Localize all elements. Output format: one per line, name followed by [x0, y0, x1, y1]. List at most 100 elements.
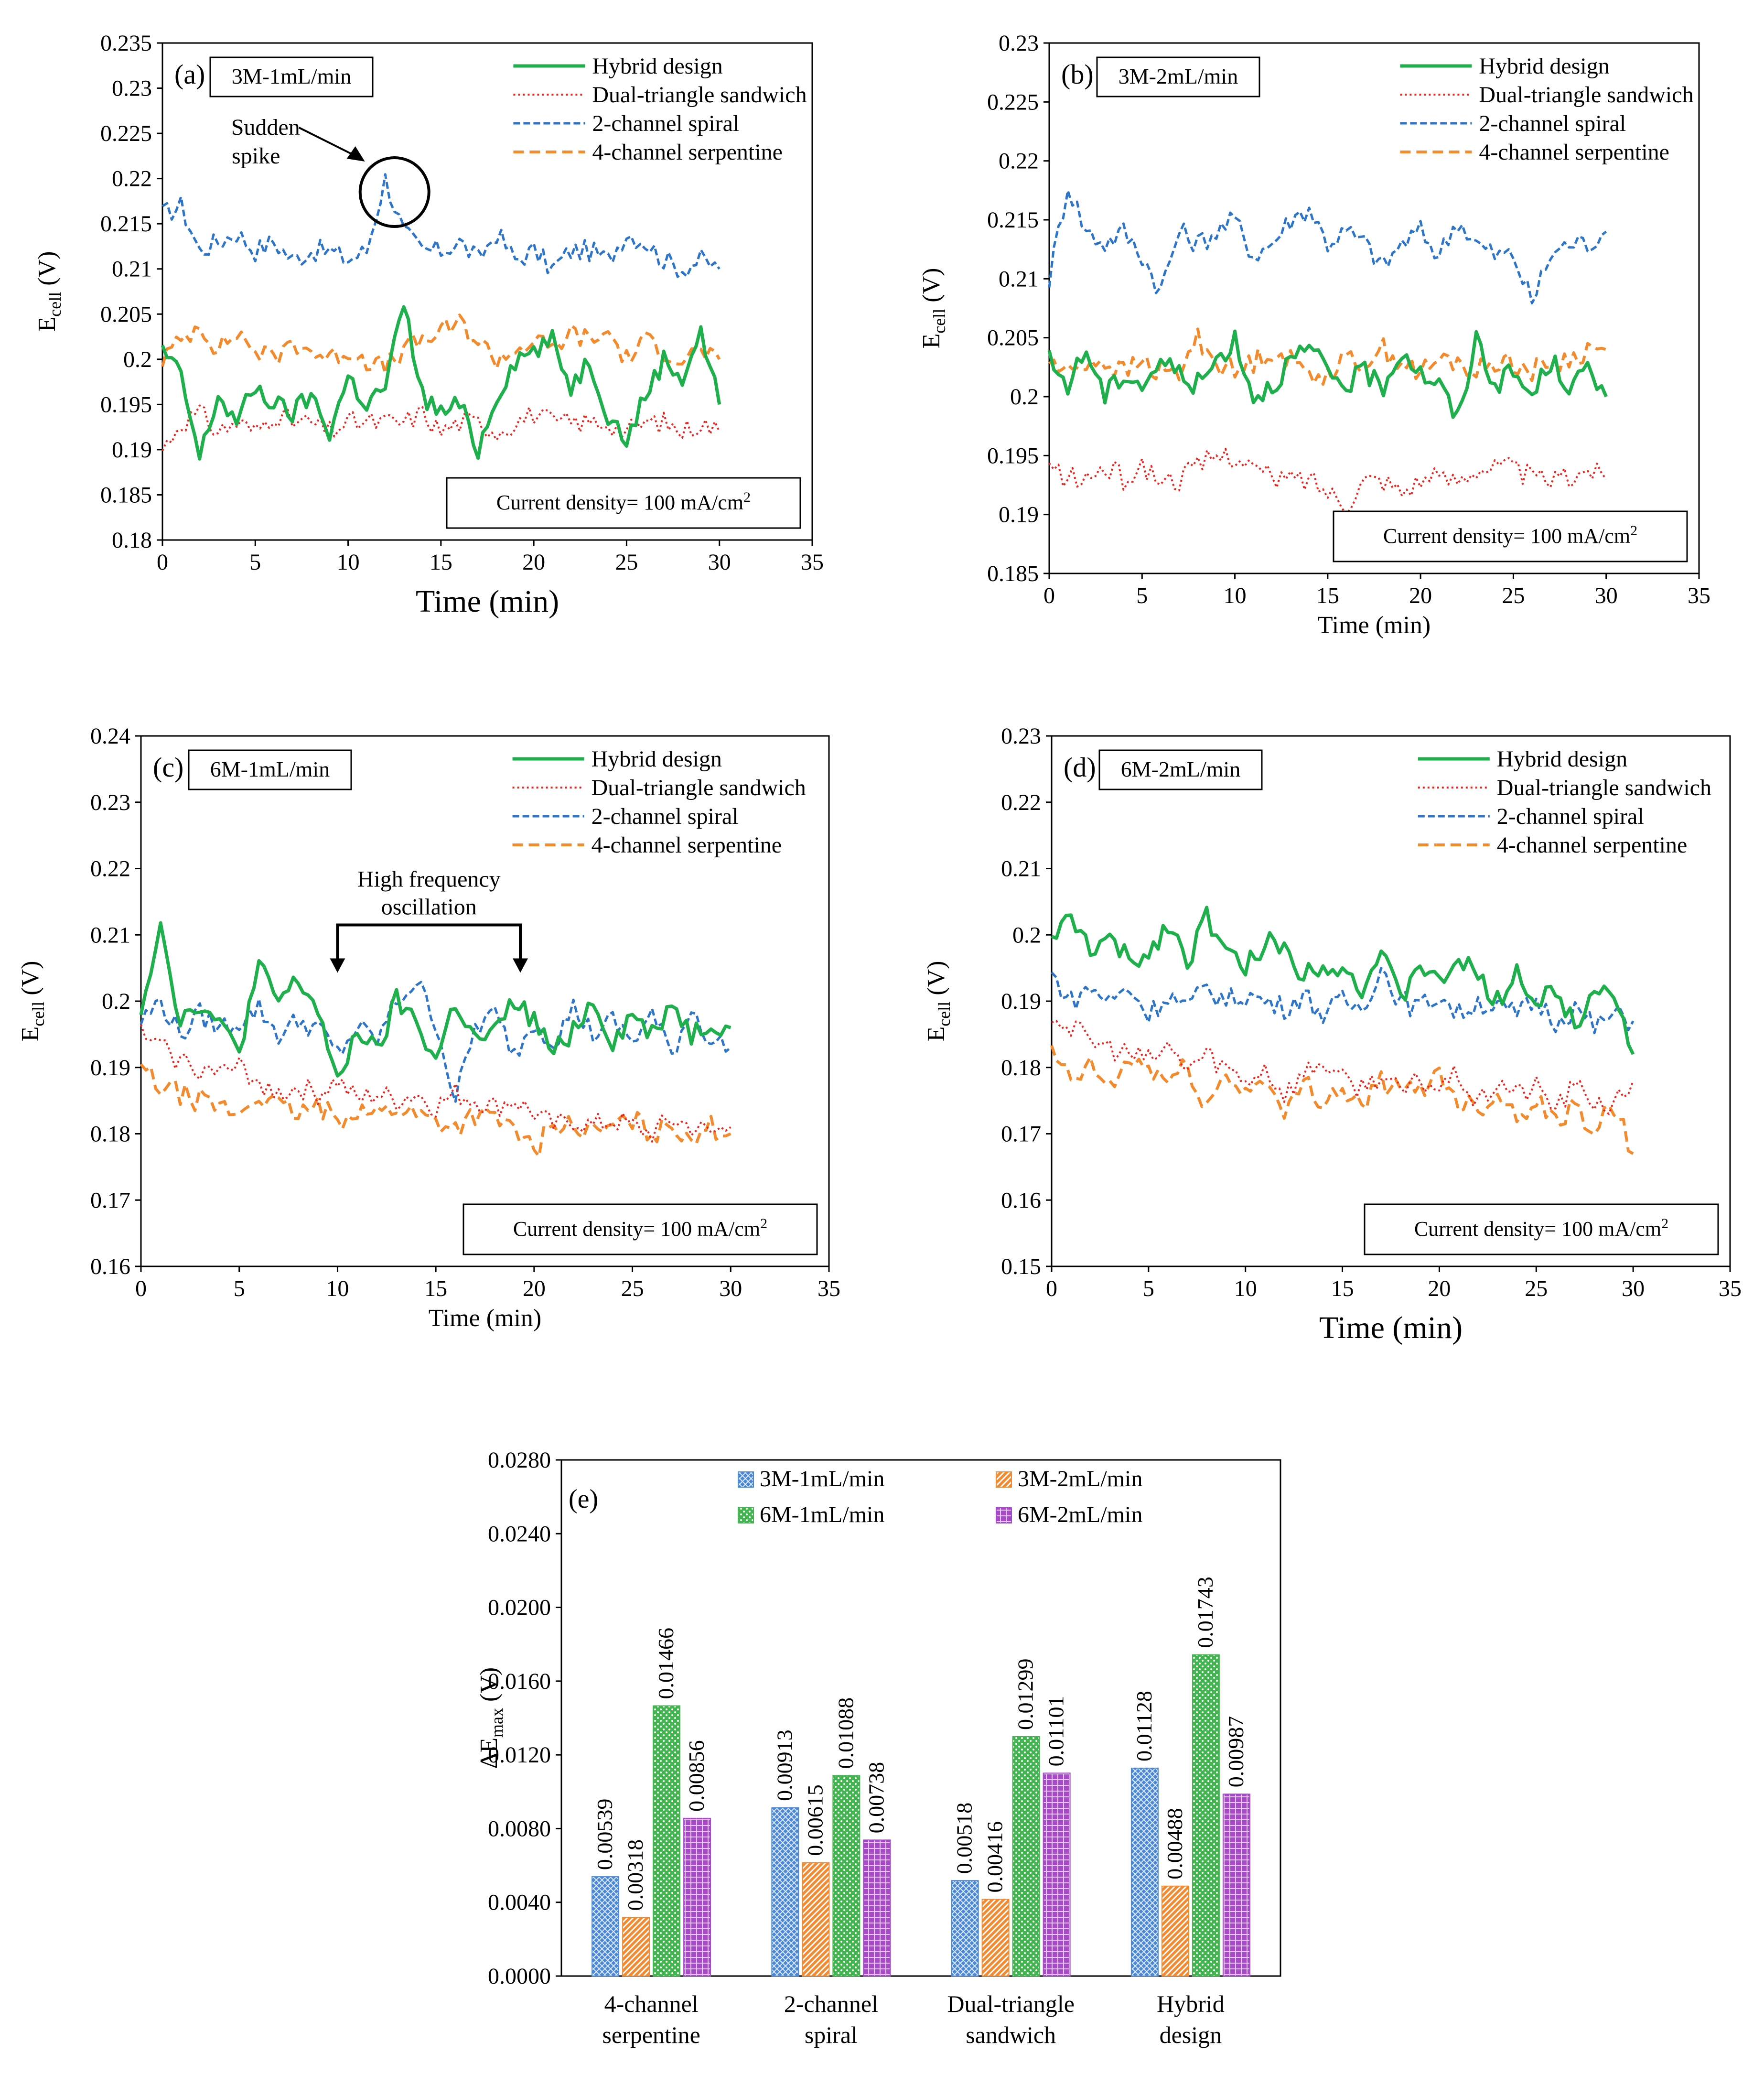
- y-axis-label: Ecell (V): [918, 268, 949, 349]
- series-line-dts: [140, 1024, 731, 1143]
- legend-label-b4: 6M-2mL/min: [1018, 1502, 1142, 1527]
- y-tick-label: 0.18: [112, 528, 152, 553]
- x-tick-label: 25: [615, 550, 638, 575]
- current-density-box: [463, 1203, 818, 1255]
- panel-label: (c): [153, 752, 183, 783]
- y-tick-label: 0.205: [100, 302, 152, 327]
- series-line-hyb: [161, 305, 721, 461]
- y-tick-label: 0.16: [90, 1254, 130, 1279]
- series-line-spi: [161, 173, 721, 278]
- bar-b3: [832, 1775, 860, 1977]
- y-tick-label: 0.0280: [488, 1448, 551, 1473]
- x-tick-label: 20: [523, 1276, 546, 1301]
- x-tick-label: 15: [424, 1276, 447, 1301]
- bar-b1: [1130, 1767, 1159, 1977]
- legend-swatch-b1: [738, 1471, 754, 1488]
- legend-label-ser: 4-channel serpentine: [592, 140, 782, 165]
- bracket-arrow-right: [513, 958, 528, 973]
- x-tick-label: 10: [1234, 1276, 1257, 1301]
- y-tick-label: 0.0120: [488, 1742, 551, 1768]
- annotation-arrow-head: [346, 146, 365, 162]
- annotation-text-line1: High frequency: [357, 866, 501, 892]
- x-tick-label: 35: [1688, 583, 1710, 608]
- bar-value-label: 0.00913: [772, 1729, 796, 1801]
- category-label-line2: serpentine: [602, 2021, 700, 2048]
- legend-label-ser: 4-channel serpentine: [1497, 832, 1687, 858]
- y-axis-label: Ecell (V): [17, 961, 48, 1042]
- y-tick-label: 0.0240: [488, 1521, 551, 1546]
- bar-b2: [622, 1917, 650, 1977]
- legend-label-spi: 2-channel spiral: [1479, 111, 1626, 136]
- condition-label: 3M-2mL/min: [1119, 64, 1238, 88]
- x-tick-label: 5: [1143, 1276, 1154, 1301]
- y-tick-label: 0.19: [90, 1055, 130, 1080]
- legend-label-dts: Dual-triangle sandwich: [592, 775, 806, 800]
- bar-b2: [802, 1862, 830, 1977]
- condition-box: [1096, 56, 1260, 97]
- current-density-box: [1333, 510, 1688, 562]
- y-tick-label: 0.0200: [488, 1595, 551, 1620]
- current-density-box: [446, 477, 801, 529]
- bar-b1: [951, 1880, 979, 1977]
- annotation-text-line1: Sudden: [231, 115, 300, 140]
- category-label-line1: 2-channel: [784, 1990, 878, 2017]
- x-tick-label: 5: [1136, 583, 1148, 608]
- x-tick-label: 5: [234, 1276, 245, 1301]
- legend-label-b2: 3M-2mL/min: [1018, 1466, 1142, 1491]
- y-tick-label: 0.0040: [488, 1890, 551, 1915]
- y-tick-label: 0.0080: [488, 1816, 551, 1841]
- x-tick-label: 20: [1428, 1276, 1451, 1301]
- y-axis-label: ΔEmax (V): [475, 1667, 506, 1769]
- bar-b2: [1161, 1885, 1189, 1977]
- bar-b4: [1043, 1772, 1071, 1977]
- bar-b3: [1012, 1736, 1040, 1977]
- y-tick-label: 0.0000: [488, 1964, 551, 1989]
- series-line-hyb: [139, 921, 731, 1078]
- x-tick-label: 35: [817, 1276, 840, 1301]
- x-tick-label: 0: [135, 1276, 147, 1301]
- y-tick-label: 0.19: [112, 437, 152, 463]
- bar-value-label: 0.00318: [623, 1839, 647, 1911]
- series-line-hyb: [1047, 329, 1608, 419]
- chart-panel-e: 0.0000 0.0040 0.0080 0.0120 0.0160 0.0200 0.02…: [475, 1448, 1281, 2048]
- chart-panel-c: 0.16 0.17 0.18 0.19 0.2 0.21 0.22 0.23 0.24 0 5 10 1…: [17, 724, 840, 1332]
- series-line-hyb: [1051, 906, 1635, 1055]
- legend-label-spi: 2-channel spiral: [1497, 804, 1644, 829]
- y-tick-label: 0.18: [90, 1122, 130, 1147]
- current-density-box: [1364, 1203, 1719, 1255]
- y-tick-label: 0.195: [100, 392, 152, 417]
- y-tick-label: 0.23: [1001, 724, 1041, 749]
- y-tick-label: 0.225: [100, 121, 152, 146]
- x-tick-label: 25: [1502, 583, 1525, 608]
- condition-label: 6M-2mL/min: [1121, 757, 1240, 781]
- legend-label-dts: Dual-triangle sandwich: [592, 82, 807, 108]
- bar-b4: [1222, 1793, 1250, 1977]
- x-tick-label: 35: [801, 550, 824, 575]
- x-tick-label: 35: [1719, 1276, 1742, 1301]
- y-tick-label: 0.23: [112, 76, 152, 101]
- chart-panel-b: 0.185 0.19 0.195 0.2 0.205 0.21 0.215 0.22 0.225…: [918, 31, 1710, 639]
- legend-label-b1: 3M-1mL/min: [760, 1466, 884, 1491]
- y-tick-label: 0.19: [999, 502, 1039, 528]
- x-tick-label: 30: [708, 550, 731, 575]
- x-tick-label: 15: [430, 550, 452, 575]
- bar-value-label: 0.01743: [1193, 1577, 1217, 1648]
- panel-label: (a): [174, 59, 205, 90]
- current-density-label: Current density= 100 mA/cm2: [496, 489, 751, 514]
- bar-b1: [771, 1807, 799, 1977]
- condition-box: [209, 56, 374, 97]
- y-tick-label: 0.185: [987, 561, 1039, 586]
- y-tick-label: 0.22: [999, 149, 1039, 174]
- y-tick-label: 0.24: [90, 724, 130, 749]
- series-line-dts: [161, 404, 721, 452]
- condition-label: 6M-1mL/min: [210, 757, 330, 781]
- y-tick-label: 0.17: [90, 1188, 130, 1213]
- series-line-ser: [1050, 1045, 1634, 1155]
- panel-label: (e): [569, 1484, 598, 1514]
- bar-value-label: 0.01299: [1013, 1658, 1038, 1730]
- legend-label-spi: 2-channel spiral: [592, 804, 739, 829]
- y-tick-label: 0.22: [1001, 790, 1041, 815]
- legend-swatch-b4: [996, 1507, 1012, 1523]
- x-tick-label: 0: [157, 550, 168, 575]
- bar-value-label: 0.00738: [864, 1762, 888, 1834]
